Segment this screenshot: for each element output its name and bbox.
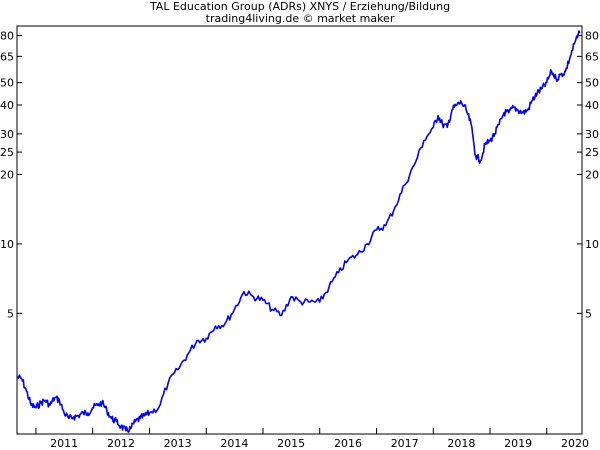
y-tick-label-right: 50 (585, 77, 599, 90)
x-tick-label: 2020 (561, 437, 589, 450)
y-tick-label-right: 25 (585, 146, 599, 159)
y-tick-label-left: 10 (0, 238, 14, 251)
x-tick-label: 2015 (277, 437, 305, 450)
y-tick-label-left: 65 (0, 50, 14, 63)
plot-area (16, 25, 583, 435)
y-tick-label-right: 20 (585, 168, 599, 181)
y-tick-label-right: 30 (585, 128, 599, 141)
chart-subtitle: trading4living.de © market maker (205, 12, 395, 25)
y-tick-label-right: 80 (585, 30, 599, 43)
y-tick-label-left: 30 (0, 128, 14, 141)
series-line (16, 30, 581, 433)
y-tick-label-right: 65 (585, 50, 599, 63)
axis-ticks (17, 35, 582, 434)
y-tick-label-left: 5 (7, 307, 14, 320)
y-tick-label-left: 40 (0, 99, 14, 112)
x-tick-label: 2018 (447, 437, 475, 450)
x-tick-label: 2011 (50, 437, 78, 450)
x-tick-label: 2016 (334, 437, 362, 450)
y-tick-label-right: 40 (585, 99, 599, 112)
y-tick-label-left: 50 (0, 77, 14, 90)
y-tick-label-left: 20 (0, 168, 14, 181)
x-tick-label: 2019 (504, 437, 532, 450)
y-tick-label-right: 5 (585, 307, 592, 320)
y-tick-label-right: 10 (585, 238, 599, 251)
axis-labels: 2011 2012 2013 2014 2015 2016 2017 2018 2019 2020… (0, 30, 599, 450)
y-tick-label-left: 25 (0, 146, 14, 159)
chart-title: TAL Education Group (ADRs) XNYS / Erzieh… (149, 0, 451, 13)
x-tick-label: 2012 (107, 437, 135, 450)
x-tick-label: 2013 (164, 437, 192, 450)
chart-titles: TAL Education Group (ADRs) XNYS / Erzieh… (0, 0, 600, 25)
y-tick-label-left: 80 (0, 30, 14, 43)
x-tick-label: 2017 (391, 437, 419, 450)
x-tick-label: 2014 (220, 437, 248, 450)
